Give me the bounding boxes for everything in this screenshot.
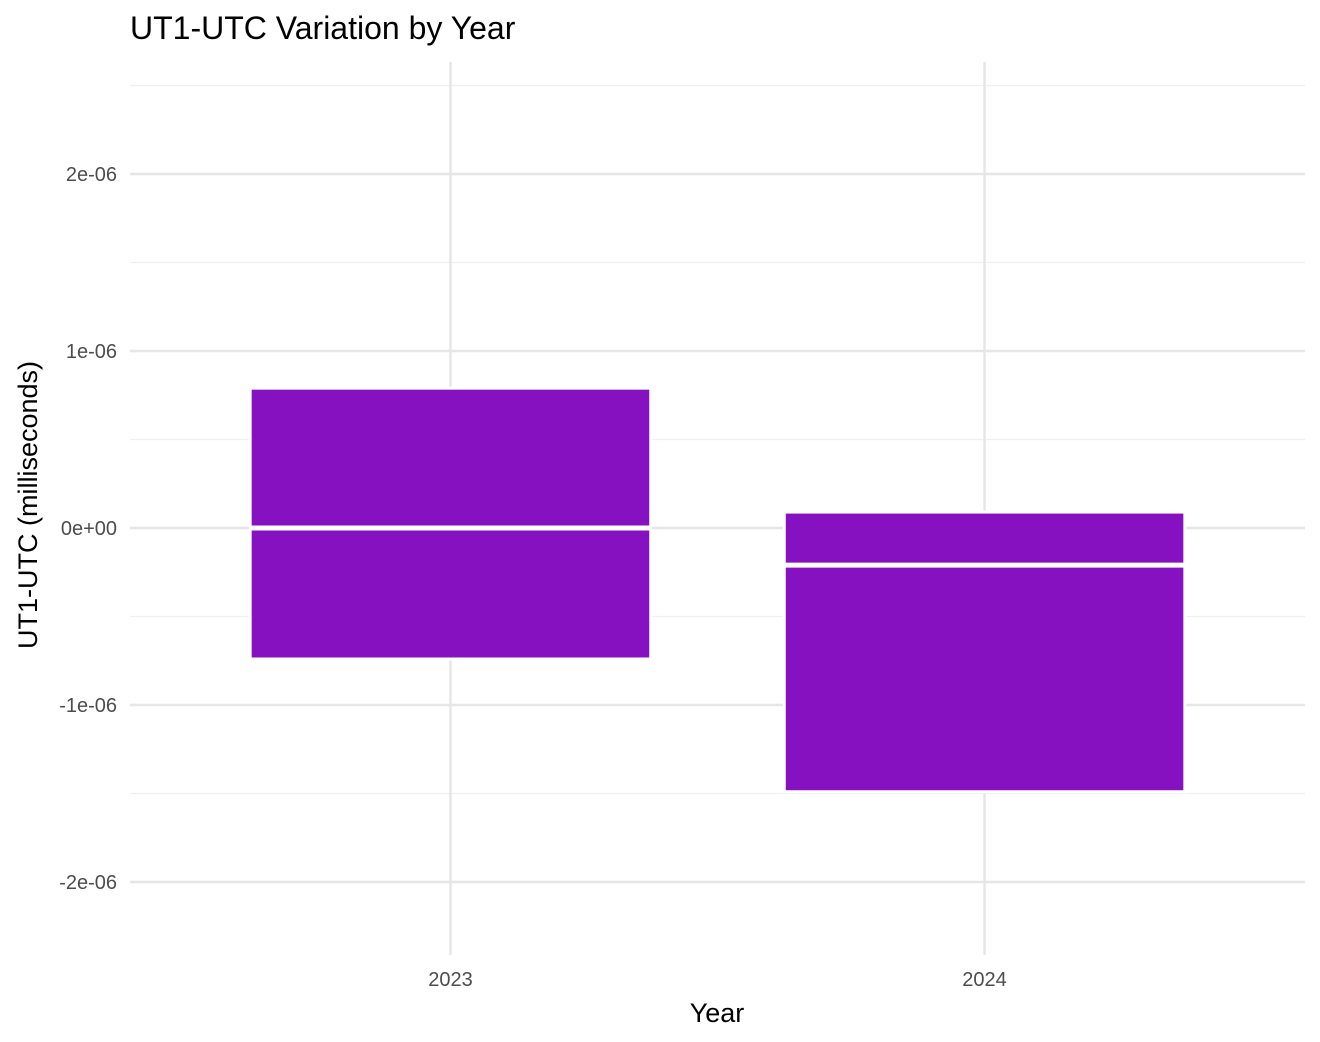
boxes <box>248 386 1187 794</box>
y-tick-label: 1e-06 <box>66 341 117 363</box>
y-tick-label: 0e+00 <box>61 518 117 540</box>
y-axis-title: UT1-UTC (milliseconds) <box>13 361 43 649</box>
box-2024 <box>782 510 1187 794</box>
y-tick-label: -1e-06 <box>59 695 117 717</box>
box-2023 <box>248 386 653 661</box>
y-tick-label: 2e-06 <box>66 164 117 186</box>
axis-ticks: -2e-06 -1e-06 0e+00 1e-06 2e-06 2023 2024 <box>59 164 1007 991</box>
chart-title: UT1-UTC Variation by Year <box>130 10 516 46</box>
x-tick-label: 2023 <box>428 969 473 991</box>
y-tick-label: -2e-06 <box>59 872 117 894</box>
x-axis-title: Year <box>690 998 745 1028</box>
x-tick-label: 2024 <box>962 969 1007 991</box>
